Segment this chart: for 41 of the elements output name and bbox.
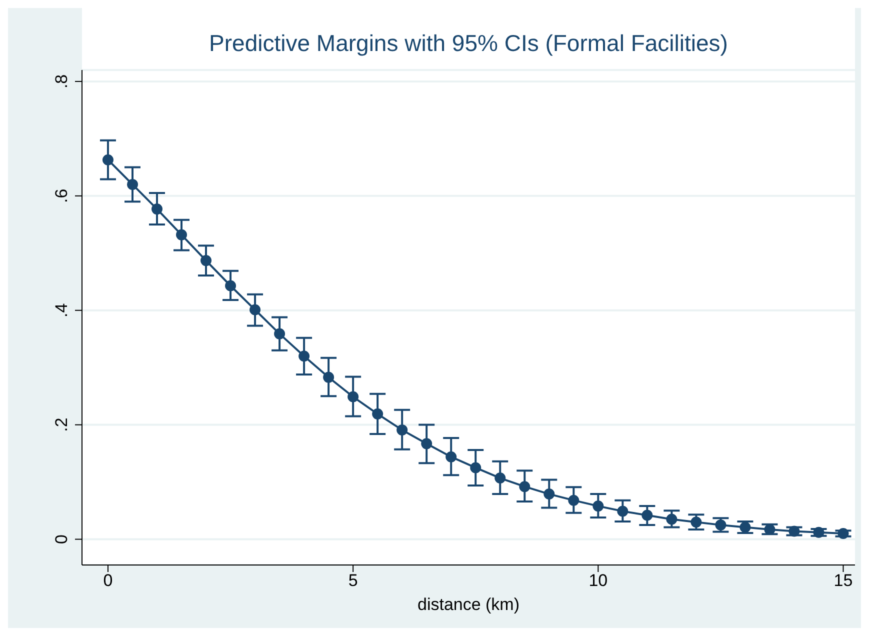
point bbox=[838, 528, 849, 540]
x-tick-label: 5 bbox=[348, 571, 358, 590]
point bbox=[617, 506, 628, 517]
point bbox=[274, 328, 286, 340]
point bbox=[690, 516, 702, 528]
point bbox=[323, 372, 334, 383]
point bbox=[421, 438, 432, 450]
point bbox=[519, 481, 530, 492]
point bbox=[176, 229, 188, 240]
y-tick-label: .4 bbox=[52, 303, 71, 318]
point bbox=[298, 350, 310, 362]
point bbox=[740, 522, 751, 533]
point bbox=[372, 408, 384, 420]
point bbox=[592, 500, 604, 512]
point bbox=[151, 204, 162, 215]
point bbox=[494, 472, 506, 484]
point bbox=[396, 424, 408, 436]
point bbox=[568, 494, 580, 506]
x-tick-label: 10 bbox=[588, 571, 608, 590]
point bbox=[715, 519, 726, 530]
point bbox=[348, 391, 359, 402]
y-tick-label: .6 bbox=[52, 188, 71, 203]
point bbox=[446, 451, 457, 462]
x-axis-title: distance (km) bbox=[417, 595, 520, 614]
point bbox=[666, 514, 678, 525]
point bbox=[813, 526, 824, 538]
point bbox=[200, 255, 212, 266]
x-tick-label: 0 bbox=[103, 571, 113, 590]
y-tick-label: .2 bbox=[52, 418, 71, 432]
y-tick-label: .8 bbox=[52, 74, 71, 89]
point bbox=[544, 488, 555, 500]
point bbox=[250, 304, 261, 316]
point bbox=[102, 154, 114, 166]
x-tick-label: 15 bbox=[834, 571, 853, 590]
point bbox=[225, 280, 236, 292]
point bbox=[642, 510, 653, 521]
y-tick-label: 0 bbox=[52, 534, 71, 544]
point bbox=[788, 526, 800, 537]
point bbox=[470, 462, 482, 474]
point bbox=[126, 178, 138, 190]
chart-title: Predictive Margins with 95% CIs (Formal Facilities) bbox=[208, 30, 729, 57]
